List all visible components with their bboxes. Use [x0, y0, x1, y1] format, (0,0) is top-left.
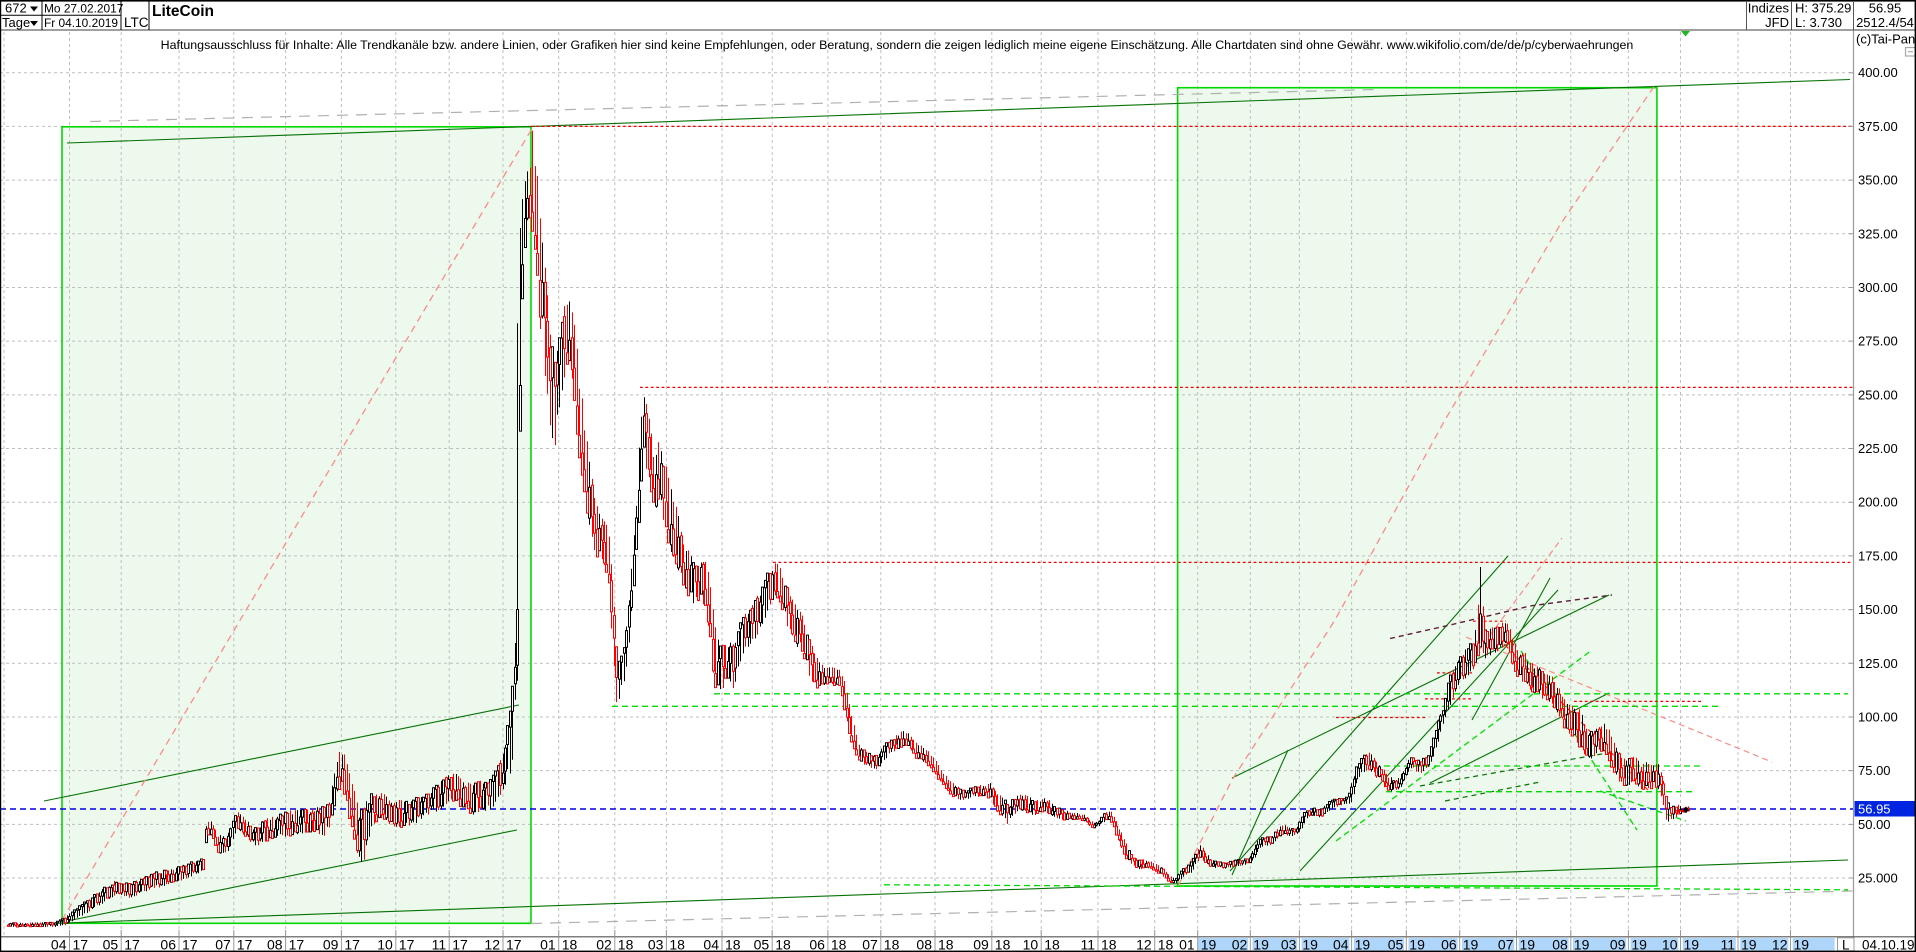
svg-text:04: 04 — [1333, 937, 1349, 952]
svg-text:05: 05 — [103, 937, 119, 952]
svg-text:19: 19 — [1794, 937, 1810, 952]
svg-text:17: 17 — [237, 937, 253, 952]
svg-text:18: 18 — [884, 937, 900, 952]
svg-text:150.00: 150.00 — [1858, 602, 1898, 617]
svg-text:18: 18 — [1101, 937, 1117, 952]
svg-text:19: 19 — [1201, 937, 1217, 952]
svg-text:19: 19 — [1463, 937, 1479, 952]
svg-text:03: 03 — [1281, 937, 1297, 952]
svg-text:175.00: 175.00 — [1858, 548, 1898, 563]
svg-text:19: 19 — [1409, 937, 1425, 952]
svg-text:11: 11 — [1080, 937, 1095, 952]
svg-text:125.00: 125.00 — [1858, 656, 1898, 671]
svg-text:05: 05 — [754, 937, 770, 952]
svg-text:07: 07 — [215, 937, 231, 952]
svg-text:07: 07 — [1498, 937, 1514, 952]
svg-text:02: 02 — [1232, 937, 1248, 952]
svg-text:08: 08 — [916, 937, 932, 952]
svg-text:18: 18 — [562, 937, 578, 952]
svg-text:Mo 27.02.2017: Mo 27.02.2017 — [44, 2, 124, 16]
svg-text:09: 09 — [1610, 937, 1626, 952]
svg-text:05: 05 — [1388, 937, 1404, 952]
svg-text:18: 18 — [725, 937, 741, 952]
svg-text:400.00: 400.00 — [1858, 65, 1898, 80]
svg-text:17: 17 — [289, 937, 305, 952]
svg-text:04: 04 — [703, 937, 719, 952]
svg-text:17: 17 — [506, 937, 522, 952]
svg-text:LTC: LTC — [124, 15, 149, 30]
svg-text:350.00: 350.00 — [1858, 173, 1898, 188]
svg-text:18: 18 — [1044, 937, 1060, 952]
svg-text:225.00: 225.00 — [1858, 441, 1898, 456]
svg-text:07: 07 — [862, 937, 878, 952]
svg-text:18: 18 — [995, 937, 1011, 952]
svg-text:L: L — [1842, 938, 1850, 952]
svg-text:10: 10 — [1023, 937, 1039, 952]
svg-text:08: 08 — [1552, 937, 1568, 952]
svg-text:18: 18 — [1158, 937, 1174, 952]
svg-text:(c)Tai-Pan: (c)Tai-Pan — [1856, 32, 1915, 47]
svg-text:375.00: 375.00 — [1858, 119, 1898, 134]
svg-text:17: 17 — [73, 937, 89, 952]
svg-text:Indizes: Indizes — [1748, 1, 1790, 16]
svg-text:19: 19 — [1253, 937, 1269, 952]
svg-text:75.00: 75.00 — [1858, 763, 1891, 778]
svg-text:100.00: 100.00 — [1858, 709, 1898, 724]
svg-text:06: 06 — [160, 937, 176, 952]
svg-text:56.95: 56.95 — [1858, 802, 1891, 817]
svg-text:01: 01 — [1179, 937, 1195, 952]
svg-text:10: 10 — [1662, 937, 1678, 952]
svg-text:18: 18 — [938, 937, 954, 952]
svg-text:12: 12 — [484, 937, 500, 952]
svg-text:18: 18 — [831, 937, 847, 952]
svg-text:17: 17 — [344, 937, 360, 952]
svg-text:L: 3.730: L: 3.730 — [1795, 15, 1842, 30]
svg-text:200.00: 200.00 — [1858, 495, 1898, 510]
svg-text:25.000: 25.000 — [1858, 871, 1898, 886]
svg-text:672: 672 — [5, 1, 27, 16]
svg-text:19: 19 — [1520, 937, 1536, 952]
svg-text:19: 19 — [1741, 937, 1757, 952]
svg-text:11: 11 — [1720, 937, 1735, 952]
svg-text:08: 08 — [267, 937, 283, 952]
svg-text:06: 06 — [1441, 937, 1457, 952]
svg-text:H: 375.29: H: 375.29 — [1795, 1, 1851, 16]
svg-text:12: 12 — [1136, 937, 1152, 952]
svg-text:17: 17 — [452, 937, 468, 952]
svg-text:Haftungsausschluss für Inhalte: Haftungsausschluss für Inhalte: Alle Tre… — [161, 38, 1634, 52]
svg-text:17: 17 — [182, 937, 198, 952]
svg-text:11: 11 — [432, 937, 447, 952]
svg-text:09: 09 — [323, 937, 339, 952]
svg-text:09: 09 — [973, 937, 989, 952]
svg-text:04.10.19: 04.10.19 — [1862, 938, 1915, 952]
svg-text:18: 18 — [669, 937, 685, 952]
svg-text:19: 19 — [1631, 937, 1647, 952]
svg-text:250.00: 250.00 — [1858, 387, 1898, 402]
svg-text:01: 01 — [540, 937, 556, 952]
svg-text:LiteCoin: LiteCoin — [152, 3, 214, 20]
svg-text:10: 10 — [377, 937, 393, 952]
svg-text:19: 19 — [1574, 937, 1590, 952]
svg-text:06: 06 — [809, 937, 825, 952]
svg-text:18: 18 — [775, 937, 791, 952]
svg-text:19: 19 — [1355, 937, 1371, 952]
svg-text:50.00: 50.00 — [1858, 817, 1891, 832]
svg-text:Fr 04.10.2019: Fr 04.10.2019 — [44, 16, 118, 30]
svg-text:JFD: JFD — [1765, 15, 1789, 30]
svg-text:325.00: 325.00 — [1858, 226, 1898, 241]
svg-text:04: 04 — [51, 937, 67, 952]
svg-text:56.95: 56.95 — [1869, 1, 1902, 16]
svg-text:17: 17 — [124, 937, 140, 952]
svg-text:18: 18 — [618, 937, 634, 952]
svg-text:2512.4/54: 2512.4/54 — [1856, 15, 1914, 30]
svg-text:300.00: 300.00 — [1858, 280, 1898, 295]
svg-text:03: 03 — [648, 937, 664, 952]
svg-text:02: 02 — [596, 937, 612, 952]
svg-text:12: 12 — [1772, 937, 1788, 952]
svg-text:275.00: 275.00 — [1858, 334, 1898, 349]
svg-text:19: 19 — [1684, 937, 1700, 952]
svg-text:19: 19 — [1302, 937, 1318, 952]
svg-text:17: 17 — [399, 937, 415, 952]
svg-text:Tage: Tage — [2, 15, 30, 30]
